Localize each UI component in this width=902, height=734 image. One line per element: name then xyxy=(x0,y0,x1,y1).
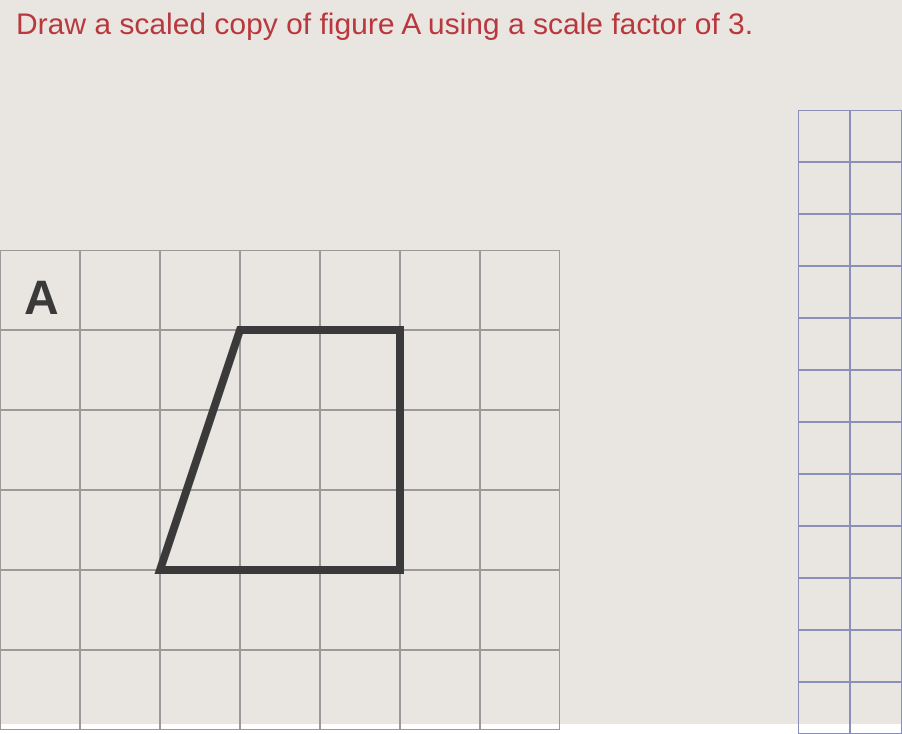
right-grid-container xyxy=(798,110,902,734)
figure-a-polygon xyxy=(160,330,400,570)
right-grid-svg xyxy=(798,110,902,734)
figure-label: A xyxy=(24,272,59,325)
left-grid-container: A xyxy=(0,250,560,730)
left-grid-svg: A xyxy=(0,250,560,730)
instruction-text: Draw a scaled copy of figure A using a s… xyxy=(16,8,753,42)
